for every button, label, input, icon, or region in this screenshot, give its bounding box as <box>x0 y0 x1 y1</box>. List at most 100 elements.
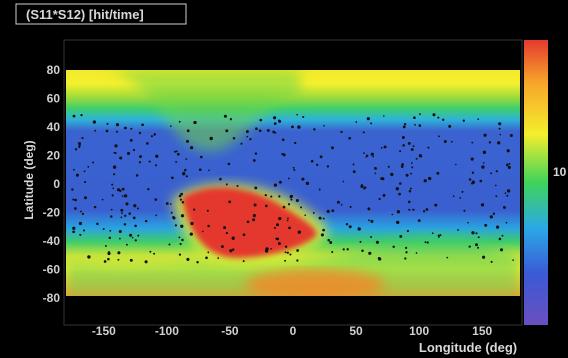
event-dot <box>378 197 381 201</box>
event-dot <box>320 233 324 237</box>
event-dot <box>374 172 377 175</box>
y-tick-label: 80 <box>47 63 61 77</box>
event-dot <box>172 216 175 219</box>
event-dot <box>273 226 276 229</box>
event-dot <box>112 165 117 169</box>
event-dot <box>168 243 171 246</box>
event-dot <box>278 180 282 184</box>
event-dot <box>273 116 277 120</box>
event-dot <box>284 245 288 248</box>
event-dot <box>254 186 258 190</box>
event-dot <box>249 138 252 141</box>
event-dot <box>116 188 121 192</box>
event-dot <box>290 198 293 201</box>
event-dot <box>363 152 365 155</box>
event-dot <box>399 182 402 185</box>
event-dot <box>246 220 250 224</box>
event-dot <box>154 164 157 167</box>
event-dot <box>302 115 305 119</box>
event-dot <box>180 214 185 218</box>
event-dot <box>396 220 400 225</box>
event-dot <box>200 155 203 159</box>
event-dot <box>125 243 128 246</box>
event-dot <box>289 253 292 256</box>
event-dot <box>357 227 361 231</box>
event-dot <box>72 198 75 201</box>
event-dot <box>253 203 257 207</box>
event-dot <box>223 114 227 118</box>
event-dot <box>331 209 335 213</box>
event-dot <box>461 190 464 193</box>
event-dot <box>331 250 334 254</box>
event-dot <box>484 223 488 227</box>
event-dot <box>342 180 345 183</box>
event-dot <box>310 159 314 163</box>
event-dot <box>93 205 97 209</box>
event-dot <box>499 133 502 136</box>
north-wave <box>100 70 300 152</box>
event-dot <box>170 211 173 214</box>
event-dot <box>108 236 112 240</box>
event-dot <box>270 195 273 198</box>
event-dot <box>155 154 159 158</box>
event-dot <box>418 154 422 158</box>
event-dot <box>471 171 475 174</box>
event-dot <box>301 177 305 181</box>
event-dot <box>186 257 190 261</box>
event-dot <box>81 212 85 216</box>
event-dot <box>110 215 113 218</box>
event-dot <box>506 149 510 153</box>
event-dot <box>81 137 84 140</box>
event-dot <box>295 198 299 203</box>
event-dot <box>255 127 258 131</box>
event-dot <box>481 165 485 169</box>
event-dot <box>477 118 480 121</box>
event-dot <box>205 256 208 260</box>
event-dot <box>252 214 256 218</box>
data-field <box>66 70 520 296</box>
event-dot <box>495 170 498 173</box>
event-dot <box>128 212 131 215</box>
event-dot <box>284 259 287 262</box>
event-dot <box>352 163 355 166</box>
event-dot <box>113 173 116 176</box>
event-dot <box>482 150 487 154</box>
event-dot <box>409 187 412 190</box>
event-dot <box>498 122 502 126</box>
event-dot <box>380 177 384 181</box>
event-dot <box>413 116 416 120</box>
y-tick-label: -60 <box>43 262 61 276</box>
event-dot <box>114 151 117 155</box>
event-dot <box>115 123 120 127</box>
event-dot <box>399 234 403 238</box>
event-dot <box>209 136 213 141</box>
event-dot <box>225 183 228 186</box>
event-dot <box>366 117 370 121</box>
event-dot <box>501 234 504 237</box>
event-dot <box>318 216 322 220</box>
event-dot <box>121 195 124 198</box>
event-dot <box>134 239 137 242</box>
event-dot <box>399 150 402 153</box>
event-dot <box>482 162 485 164</box>
event-dot <box>118 230 122 233</box>
event-dot <box>193 208 196 211</box>
event-dot <box>404 257 407 260</box>
event-dot <box>448 124 452 128</box>
event-dot <box>153 133 156 136</box>
event-dot <box>231 236 235 240</box>
event-dot <box>138 131 142 135</box>
event-dot <box>92 161 95 164</box>
event-dot <box>434 203 438 207</box>
event-dot <box>502 205 506 209</box>
event-dot <box>412 145 415 148</box>
event-dot <box>74 207 77 210</box>
event-dot <box>318 188 321 191</box>
event-dot <box>506 189 511 193</box>
event-dot <box>498 237 502 241</box>
event-dot <box>313 128 316 131</box>
event-dot <box>504 192 507 195</box>
event-dot <box>395 187 399 191</box>
event-dot <box>78 221 82 226</box>
event-dot <box>174 224 178 227</box>
